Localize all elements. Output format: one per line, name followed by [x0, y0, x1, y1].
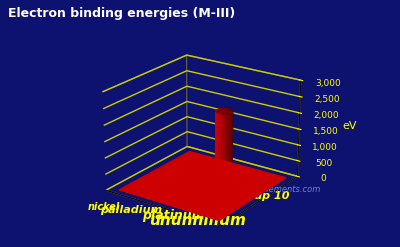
- Text: Electron binding energies (M-III): Electron binding energies (M-III): [8, 7, 235, 21]
